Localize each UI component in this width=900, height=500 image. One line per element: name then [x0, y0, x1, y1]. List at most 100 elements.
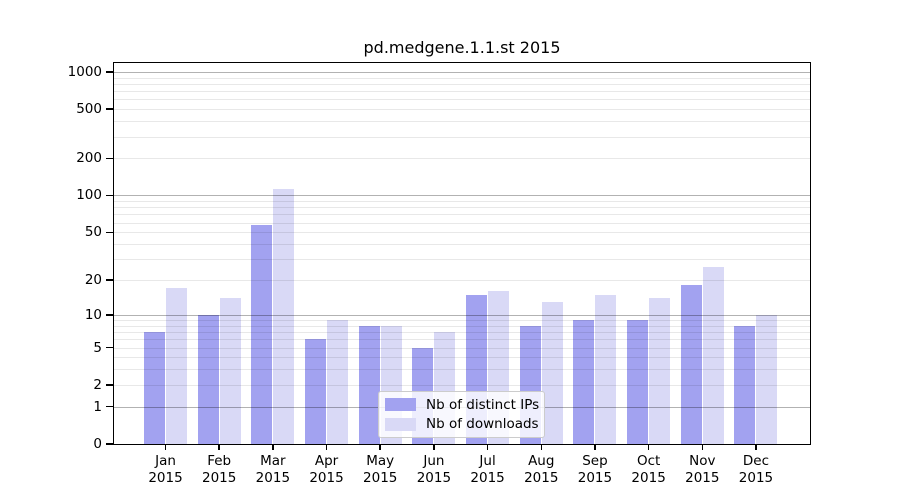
- minor-gridline-500: [113, 109, 811, 111]
- x-tick-jan: [164, 445, 167, 450]
- minor-gridline-90: [113, 201, 811, 203]
- minor-gridline-400: [113, 121, 811, 123]
- major-gridline-10: [113, 314, 811, 316]
- y-tick-label-5: 5: [93, 339, 102, 356]
- minor-gridline-80: [113, 207, 811, 209]
- bar-downloads-oct: [649, 298, 671, 445]
- y-tick-2: [106, 384, 113, 386]
- y-tick-label-0: 0: [93, 436, 102, 452]
- legend-item-distinct-ips: Nb of distinct IPs: [385, 396, 540, 413]
- minor-gridline-200: [113, 158, 811, 160]
- y-tick-label-20: 20: [84, 272, 102, 289]
- y-tick-50: [106, 231, 113, 233]
- x-tick-nov: [701, 445, 704, 450]
- legend-swatch-distinct-ips: [385, 398, 416, 412]
- bar-downloads-aug: [541, 301, 563, 445]
- major-gridline-1000: [113, 71, 811, 73]
- y-tick-label-1000: 1000: [67, 63, 102, 80]
- y-tick-100: [106, 194, 113, 197]
- x-tick-label-oct: Oct 2015: [631, 453, 666, 486]
- x-tick-label-apr: Apr 2015: [309, 453, 344, 486]
- bar-downloads-mar: [273, 189, 295, 445]
- bar-distinct-ips-may: [358, 325, 380, 445]
- x-tick-apr: [325, 445, 328, 450]
- bar-distinct-ips-oct: [627, 320, 649, 445]
- y-tick-label-10: 10: [84, 306, 102, 323]
- minor-gridline-600: [113, 99, 811, 101]
- y-tick-5: [106, 346, 113, 349]
- x-tick-label-dec: Dec 2015: [738, 453, 774, 486]
- chart-title: pd.medgene.1.1.st 2015: [363, 38, 561, 57]
- y-tick-0: [106, 443, 113, 445]
- minor-gridline-50: [113, 232, 811, 234]
- x-tick-label-jul: Jul 2015: [470, 453, 505, 486]
- legend-label-distinct-ips: Nb of distinct IPs: [426, 396, 540, 413]
- bar-distinct-ips-sep: [573, 320, 595, 445]
- bar-distinct-ips-dec: [734, 325, 756, 445]
- x-tick-label-jun: Jun 2015: [416, 453, 452, 486]
- legend-swatch-downloads: [385, 417, 416, 431]
- minor-gridline-7: [113, 332, 811, 334]
- major-gridline-100: [113, 195, 811, 197]
- x-tick-dec: [755, 445, 757, 450]
- y-tick-200: [106, 157, 113, 160]
- x-tick-label-jan: Jan 2015: [148, 453, 183, 486]
- minor-gridline-300: [113, 136, 811, 138]
- minor-gridline-8: [113, 325, 811, 327]
- bar-downloads-nov: [702, 266, 724, 445]
- x-tick-label-mar: Mar 2015: [255, 453, 291, 486]
- minor-gridline-6: [113, 339, 811, 341]
- minor-gridline-40: [113, 244, 811, 245]
- legend-item-downloads: Nb of downloads: [385, 416, 539, 433]
- minor-gridline-800: [113, 83, 811, 85]
- legend: Nb of distinct IPs Nb of downloads: [378, 391, 545, 438]
- bar-downloads-apr: [327, 320, 349, 445]
- x-tick-jul: [486, 445, 489, 450]
- bar-distinct-ips-jan: [144, 332, 165, 445]
- x-tick-label-may: May 2015: [363, 453, 398, 486]
- minor-gridline-900: [113, 77, 811, 79]
- minor-gridline-60: [113, 222, 811, 224]
- minor-gridline-70: [113, 214, 811, 216]
- x-tick-mar: [272, 445, 274, 450]
- minor-gridline-5: [113, 347, 811, 349]
- x-tick-oct: [647, 445, 650, 450]
- y-tick-label-50: 50: [84, 224, 102, 241]
- x-tick-label-feb: Feb 2015: [201, 453, 237, 486]
- y-tick-label-1: 1: [93, 398, 102, 415]
- x-tick-jun: [433, 445, 435, 450]
- minor-gridline-9: [113, 320, 811, 321]
- minor-gridline-2: [113, 384, 811, 386]
- legend-label-downloads: Nb of downloads: [426, 416, 539, 433]
- x-tick-label-sep: Sep 2015: [577, 453, 613, 486]
- x-tick-sep: [594, 445, 596, 450]
- y-tick-label-500: 500: [76, 101, 102, 118]
- y-tick-label-2: 2: [93, 376, 102, 393]
- bar-distinct-ips-mar: [251, 225, 273, 445]
- x-tick-label-nov: Nov 2015: [685, 453, 720, 486]
- bar-distinct-ips-feb: [197, 314, 219, 445]
- x-tick-may: [379, 445, 381, 450]
- minor-gridline-20: [113, 280, 811, 282]
- plot-frame: [113, 62, 811, 445]
- bar-distinct-ips-nov: [680, 285, 702, 445]
- y-tick-1: [106, 405, 113, 408]
- x-tick-feb: [218, 445, 220, 450]
- bar-downloads-jan: [166, 288, 187, 445]
- minor-gridline-4: [113, 357, 811, 359]
- minor-gridline-3: [113, 369, 811, 371]
- minor-gridline-700: [113, 91, 811, 93]
- bar-distinct-ips-apr: [305, 339, 327, 445]
- bar-downloads-feb: [219, 298, 241, 445]
- y-tick-500: [106, 108, 113, 110]
- y-tick-20: [106, 279, 113, 281]
- minor-gridline-30: [113, 259, 811, 261]
- x-tick-label-aug: Aug 2015: [524, 453, 559, 486]
- bar-downloads-dec: [756, 314, 778, 445]
- y-tick-1000: [106, 71, 113, 73]
- bar-downloads-sep: [595, 294, 617, 445]
